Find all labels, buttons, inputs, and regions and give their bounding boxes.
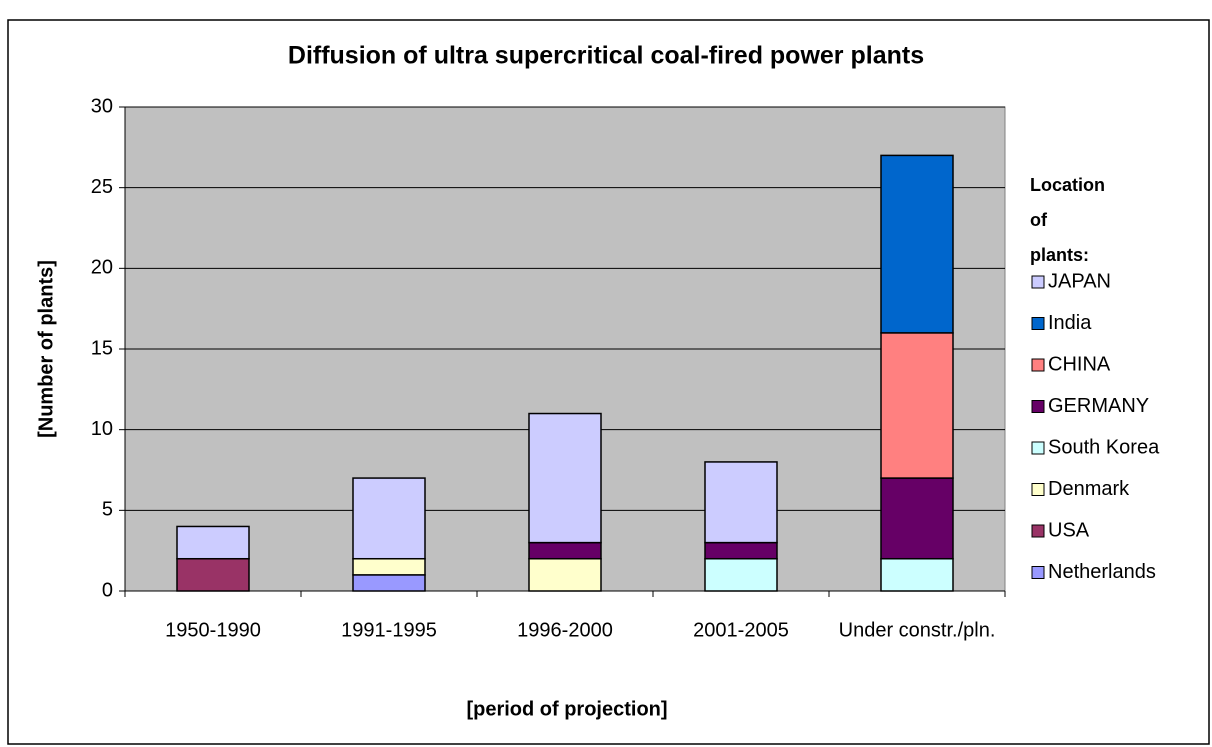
bar-segment (704, 541, 778, 560)
y-tick-label: 10 (91, 418, 113, 440)
y-tick-label: 15 (91, 337, 113, 359)
bar-segment (704, 461, 778, 544)
y-axis-title: [Number of plants] (35, 260, 57, 438)
x-axis-title: [period of projection] (466, 698, 667, 720)
bar-segment (880, 557, 954, 592)
y-tick-label: 5 (102, 499, 113, 521)
bar-segment (880, 332, 954, 479)
legend-label: South Korea (1048, 436, 1160, 458)
x-tick-label: Under constr./pln. (839, 619, 996, 641)
legend-label: CHINA (1048, 353, 1111, 375)
legend-swatch (1031, 441, 1045, 455)
legend-title: Location of plants: (1030, 175, 1105, 265)
legend-swatch (1031, 317, 1045, 330)
legend-swatch (1031, 358, 1045, 372)
bar-segment (176, 525, 250, 560)
bar-segment (528, 412, 602, 544)
y-tick-label: 25 (91, 176, 113, 198)
bar-segment (352, 477, 426, 560)
bar-segment (880, 477, 954, 560)
bar-segment (352, 557, 426, 576)
x-tick-label: 1996-2000 (517, 619, 613, 641)
legend-swatch (1031, 400, 1045, 413)
x-tick-label: 2001-2005 (693, 619, 789, 641)
legend-label: GERMANY (1048, 395, 1149, 417)
legend-swatch (1031, 524, 1045, 538)
x-tick-label: 1950-1990 (165, 619, 261, 641)
y-tick-label: 20 (91, 257, 113, 279)
legend-label: Denmark (1048, 478, 1130, 500)
y-tick-label: 30 (91, 95, 113, 117)
legend-label: USA (1048, 519, 1090, 541)
legend-label: Netherlands (1048, 561, 1156, 583)
bar-segment (528, 541, 602, 560)
legend-label: JAPAN (1048, 270, 1111, 292)
legend-swatch (1031, 566, 1045, 579)
legend-swatch (1031, 275, 1045, 289)
x-tick-label: 1991-1995 (341, 619, 437, 641)
chart-title: Diffusion of ultra supercritical coal-fi… (288, 42, 924, 70)
legend-swatch (1031, 483, 1045, 496)
bar-segment (704, 557, 778, 592)
bar-segment (352, 574, 426, 592)
y-tick-label: 0 (102, 579, 113, 601)
legend-label: India (1048, 312, 1092, 334)
bar-segment (528, 557, 602, 592)
bar-segment (880, 154, 954, 334)
bar-segment (176, 557, 250, 592)
